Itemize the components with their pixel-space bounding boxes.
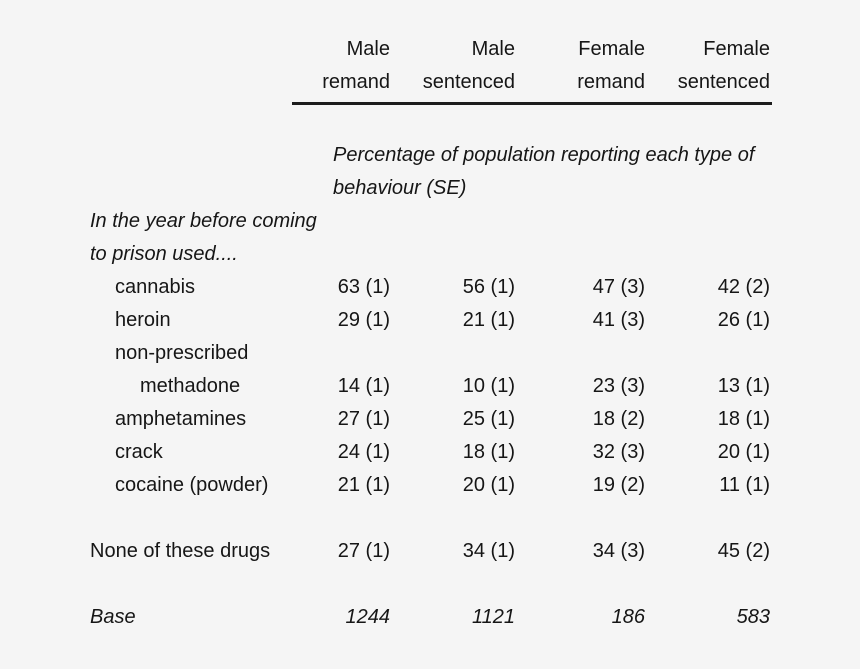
row-label: None of these drugs xyxy=(90,540,271,562)
column-header-male-sentenced: Male sentenced xyxy=(390,33,515,99)
row-label: non-prescribed xyxy=(115,342,249,364)
table-row-crack: crack 24 (1) 18 (1) 32 (3) 20 (1) xyxy=(90,436,860,469)
value-male-remand: 29 (1) xyxy=(337,309,390,331)
value-male-sentenced: 34 (1) xyxy=(462,540,515,562)
table-header-row: Male remand Male sentenced Female remand… xyxy=(90,33,860,99)
table-row-none-of-these-drugs: None of these drugs 27 (1) 34 (1) 34 (3)… xyxy=(90,535,860,568)
table-row-base: Base 1244 1121 186 583 xyxy=(90,601,860,634)
header-spacer xyxy=(90,33,270,66)
table-subtitle-line: Percentage of population reporting each … xyxy=(333,144,755,166)
column-header-line: sentenced xyxy=(422,71,515,93)
value-female-remand: 32 (3) xyxy=(592,441,645,463)
table-row-cocaine-powder: cocaine (powder) 21 (1) 20 (1) 19 (2) 11… xyxy=(90,469,860,502)
table-subtitle-line: behaviour (SE) xyxy=(333,177,467,199)
column-header-male-remand: Male remand xyxy=(270,33,390,99)
value-male-sentenced xyxy=(390,337,515,370)
row-label: Base xyxy=(90,606,136,628)
table-row-methadone: methadone 14 (1) 10 (1) 23 (3) 13 (1) xyxy=(90,370,860,403)
row-label: heroin xyxy=(115,309,171,331)
value-male-remand: 1244 xyxy=(345,606,391,628)
value-female-remand: 34 (3) xyxy=(592,540,645,562)
value-female-sentenced: 42 (2) xyxy=(717,276,770,298)
column-header-line: Female xyxy=(578,38,645,60)
value-male-sentenced: 56 (1) xyxy=(462,276,515,298)
section-heading-line: to prison used.... xyxy=(90,243,238,265)
column-header-line: Male xyxy=(471,38,515,60)
column-header-line: remand xyxy=(322,71,390,93)
value-female-sentenced: 18 (1) xyxy=(717,408,770,430)
value-female-remand: 19 (2) xyxy=(592,474,645,496)
value-male-sentenced: 21 (1) xyxy=(462,309,515,331)
row-label: cannabis xyxy=(115,276,196,298)
value-female-sentenced: 11 (1) xyxy=(719,474,770,496)
row-label: cocaine (powder) xyxy=(115,474,269,496)
value-male-remand: 27 (1) xyxy=(337,408,390,430)
value-male-remand: 63 (1) xyxy=(337,276,390,298)
column-header-line: sentenced xyxy=(677,71,770,93)
value-male-remand: 27 (1) xyxy=(337,540,390,562)
value-male-sentenced: 1121 xyxy=(471,606,515,628)
value-female-sentenced xyxy=(645,337,770,370)
value-female-remand: 18 (2) xyxy=(592,408,645,430)
value-female-sentenced: 45 (2) xyxy=(717,540,770,562)
column-header-female-sentenced: Female sentenced xyxy=(645,33,770,99)
value-female-remand: 23 (3) xyxy=(592,375,645,397)
table-row-non-prescribed: non-prescribed xyxy=(90,337,860,370)
value-male-sentenced: 10 (1) xyxy=(462,375,515,397)
value-female-sentenced: 20 (1) xyxy=(717,441,770,463)
value-female-remand: 47 (3) xyxy=(592,276,645,298)
value-male-sentenced: 20 (1) xyxy=(462,474,515,496)
value-male-sentenced: 18 (1) xyxy=(462,441,515,463)
table-row-amphetamines: amphetamines 27 (1) 25 (1) 18 (2) 18 (1) xyxy=(90,403,860,436)
column-header-line: Female xyxy=(703,38,770,60)
row-label: amphetamines xyxy=(115,408,247,430)
row-label: methadone xyxy=(140,375,241,397)
value-female-sentenced: 583 xyxy=(736,606,770,628)
value-male-remand: 24 (1) xyxy=(337,441,390,463)
value-female-sentenced: 26 (1) xyxy=(717,309,770,331)
table-row-heroin: heroin 29 (1) 21 (1) 41 (3) 26 (1) xyxy=(90,304,860,337)
value-male-remand: 21 (1) xyxy=(337,474,390,496)
value-female-remand: 186 xyxy=(611,606,645,628)
header-rule xyxy=(292,102,772,105)
value-male-remand xyxy=(270,337,390,370)
table-subtitle: Percentage of population reporting each … xyxy=(333,139,860,205)
column-header-line: Male xyxy=(346,38,390,60)
value-female-remand xyxy=(515,337,645,370)
row-label: crack xyxy=(115,441,163,463)
value-female-remand: 41 (3) xyxy=(592,309,645,331)
value-female-sentenced: 13 (1) xyxy=(717,375,770,397)
column-header-female-remand: Female remand xyxy=(515,33,645,99)
section-heading: In the year before coming to prison used… xyxy=(90,205,860,271)
value-male-sentenced: 25 (1) xyxy=(462,408,515,430)
value-male-remand: 14 (1) xyxy=(337,375,390,397)
column-header-line: remand xyxy=(577,71,645,93)
table-row-cannabis: cannabis 63 (1) 56 (1) 47 (3) 42 (2) xyxy=(90,271,860,304)
section-heading-line: In the year before coming xyxy=(90,210,317,232)
